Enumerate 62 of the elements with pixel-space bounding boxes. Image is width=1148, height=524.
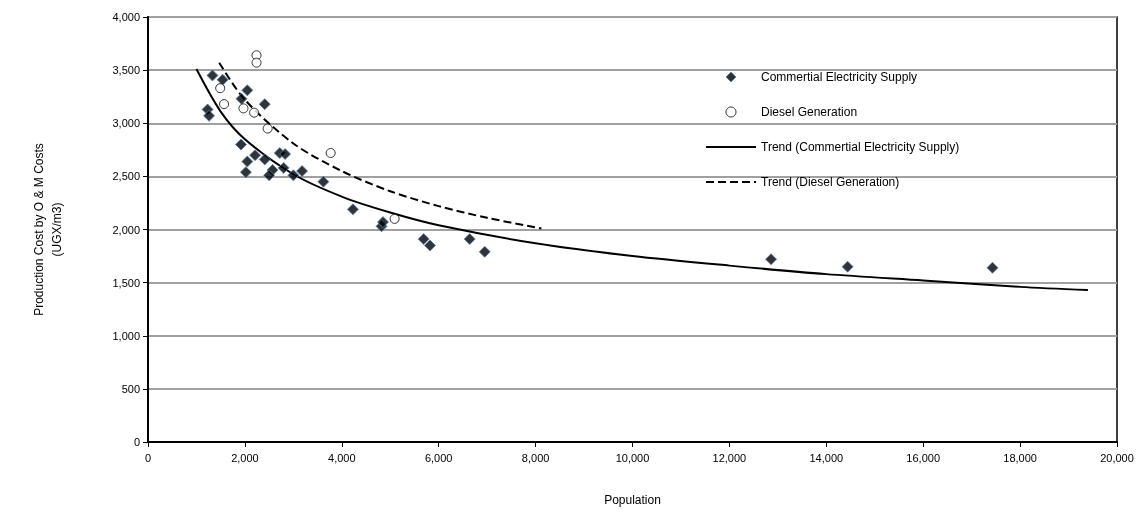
y-tick-label: 2,000 xyxy=(112,223,140,236)
x-axis-title: Population xyxy=(604,493,661,507)
point xyxy=(249,149,262,162)
point xyxy=(478,245,491,258)
y-tick-label: 500 xyxy=(121,382,140,395)
legend-label: Trend (Diesel Generation) xyxy=(761,175,900,189)
point xyxy=(463,233,476,246)
point xyxy=(238,103,249,114)
y-tick-label: 1,000 xyxy=(112,329,140,342)
x-tick-label: 2,000 xyxy=(231,451,259,464)
x-tick-label: 0 xyxy=(144,451,152,464)
x-tick-label: 4,000 xyxy=(328,451,356,464)
point xyxy=(317,175,330,188)
point xyxy=(258,153,271,166)
point xyxy=(219,99,230,110)
line-series xyxy=(218,61,543,230)
x-tick-label: 16,000 xyxy=(906,451,941,464)
legend-label: Commertial Electricity Supply xyxy=(761,70,918,84)
point xyxy=(251,57,262,68)
point xyxy=(203,109,216,122)
x-tick-label: 6,000 xyxy=(424,451,453,464)
point xyxy=(287,169,300,182)
y-tick-label: 2,500 xyxy=(112,170,140,183)
x-tick-label: 8,000 xyxy=(521,451,550,464)
point xyxy=(279,148,292,161)
point xyxy=(239,166,252,179)
point xyxy=(841,260,854,273)
legend-label: Diesel Generation xyxy=(761,105,858,119)
point xyxy=(235,92,248,105)
point xyxy=(263,169,276,182)
point xyxy=(325,148,336,158)
point xyxy=(258,98,271,111)
point xyxy=(241,155,254,168)
point xyxy=(215,83,226,94)
y-tick-label: 0 xyxy=(133,436,140,448)
point xyxy=(206,69,219,82)
legend-label: Trend (Commertial Electricity Supply) xyxy=(761,140,960,154)
point xyxy=(262,123,273,134)
y-tick-label: 3,500 xyxy=(112,64,140,77)
point xyxy=(389,213,400,224)
point xyxy=(235,138,248,151)
point xyxy=(376,216,389,229)
point xyxy=(417,233,430,246)
x-tick-label: 12,000 xyxy=(712,451,747,464)
point xyxy=(986,261,999,274)
point xyxy=(423,239,436,252)
point xyxy=(765,253,778,266)
point xyxy=(249,107,260,118)
x-tick-label: 20,000 xyxy=(1100,451,1134,464)
point xyxy=(277,161,290,174)
y-tick-label: 1,500 xyxy=(112,276,140,289)
point xyxy=(241,84,254,97)
line-series xyxy=(195,68,1089,292)
point xyxy=(296,165,309,178)
point xyxy=(346,203,359,216)
point xyxy=(216,73,229,86)
y-tick-label: 4,000 xyxy=(112,11,140,23)
x-tick-label: 10,000 xyxy=(615,451,650,464)
y-tick-label: 3,000 xyxy=(112,117,140,130)
y-axis-title: Production Cost by O & M Costs (UGX/m3) xyxy=(32,143,64,316)
x-tick-label: 14,000 xyxy=(809,451,844,464)
x-tick-label: 18,000 xyxy=(1003,451,1037,464)
